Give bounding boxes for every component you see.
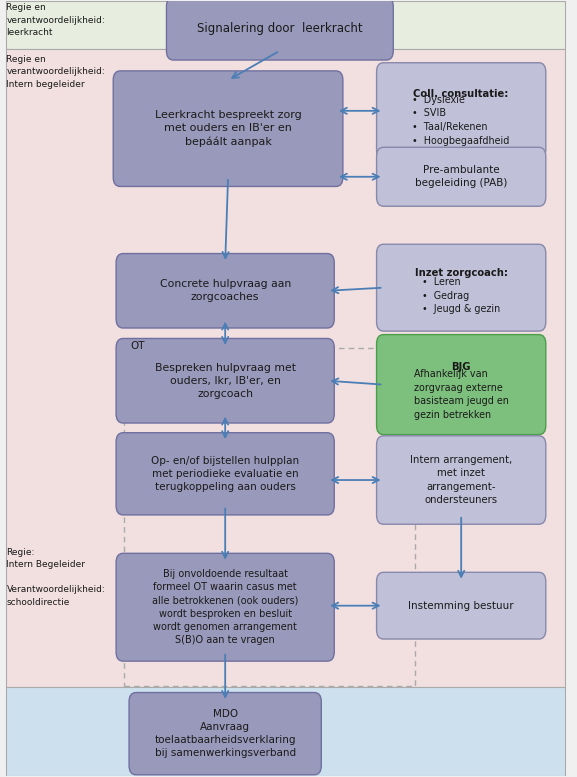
- Text: Bij onvoldoende resultaat
formeel OT waarin casus met
alle betrokkenen (ook oude: Bij onvoldoende resultaat formeel OT waa…: [152, 570, 298, 645]
- FancyBboxPatch shape: [116, 253, 334, 328]
- Text: Op- en/of bijstellen hulpplan
met periodieke evaluatie en
terugkoppeling aan oud: Op- en/of bijstellen hulpplan met period…: [151, 455, 299, 492]
- Text: Leerkracht bespreekt zorg
met ouders en IB'er en
bepáált aanpak: Leerkracht bespreekt zorg met ouders en …: [155, 110, 301, 147]
- Text: Coll. consultatie:: Coll. consultatie:: [414, 89, 509, 99]
- FancyBboxPatch shape: [116, 433, 334, 515]
- Text: MDO
Aanvraag
toelaatbaarheidsverklaring
bij samenwerkingsverband: MDO Aanvraag toelaatbaarheidsverklaring …: [155, 709, 296, 758]
- FancyBboxPatch shape: [377, 244, 546, 331]
- Text: BJG: BJG: [451, 362, 471, 371]
- Text: Intern arrangement,
met inzet
arrangement-
ondersteuners: Intern arrangement, met inzet arrangemen…: [410, 455, 512, 505]
- Text: •  Leren
•  Gedrag
•  Jeugd & gezin: • Leren • Gedrag • Jeugd & gezin: [422, 277, 500, 315]
- FancyBboxPatch shape: [116, 553, 334, 661]
- Text: Regie en
verantwoordelijkheid:
Intern begeleider: Regie en verantwoordelijkheid: Intern be…: [6, 55, 105, 89]
- Text: Afhankelijk van
zorgvraag externe
basisteam jeugd en
gezin betrekken: Afhankelijk van zorgvraag externe basist…: [414, 369, 508, 420]
- Text: Bespreken hulpvraag met
ouders, lkr, IB'er, en
zorgcoach: Bespreken hulpvraag met ouders, lkr, IB'…: [155, 363, 295, 399]
- FancyBboxPatch shape: [377, 436, 546, 524]
- FancyBboxPatch shape: [6, 687, 565, 776]
- FancyBboxPatch shape: [377, 573, 546, 639]
- FancyBboxPatch shape: [129, 692, 321, 775]
- FancyBboxPatch shape: [113, 71, 343, 186]
- FancyBboxPatch shape: [6, 49, 565, 687]
- Text: Inzet zorgcoach:: Inzet zorgcoach:: [415, 267, 508, 277]
- FancyBboxPatch shape: [167, 0, 394, 60]
- Text: OT: OT: [130, 341, 145, 351]
- Text: Regie en
verantwoordelijkheid:
leerkracht: Regie en verantwoordelijkheid: leerkrach…: [6, 3, 105, 37]
- FancyBboxPatch shape: [116, 339, 334, 423]
- Text: Signalering door  leerkracht: Signalering door leerkracht: [197, 22, 363, 35]
- Text: Pre-ambulante
begeleiding (PAB): Pre-ambulante begeleiding (PAB): [415, 166, 507, 188]
- Text: Concrete hulpvraag aan
zorgcoaches: Concrete hulpvraag aan zorgcoaches: [160, 279, 291, 302]
- FancyBboxPatch shape: [377, 148, 546, 206]
- FancyBboxPatch shape: [377, 63, 546, 159]
- FancyBboxPatch shape: [6, 1, 565, 49]
- Text: Regie:
Intern Begeleider

Verantwoordelijkheid:
schooldirectie: Regie: Intern Begeleider Verantwoordelij…: [6, 548, 105, 607]
- Text: Instemming bestuur: Instemming bestuur: [409, 601, 514, 611]
- Text: •  Dyslexie
•  SVIB
•  Taal/Rekenen
•  Hoogbegaafdheid: • Dyslexie • SVIB • Taal/Rekenen • Hoogb…: [413, 95, 510, 145]
- FancyBboxPatch shape: [377, 335, 546, 434]
